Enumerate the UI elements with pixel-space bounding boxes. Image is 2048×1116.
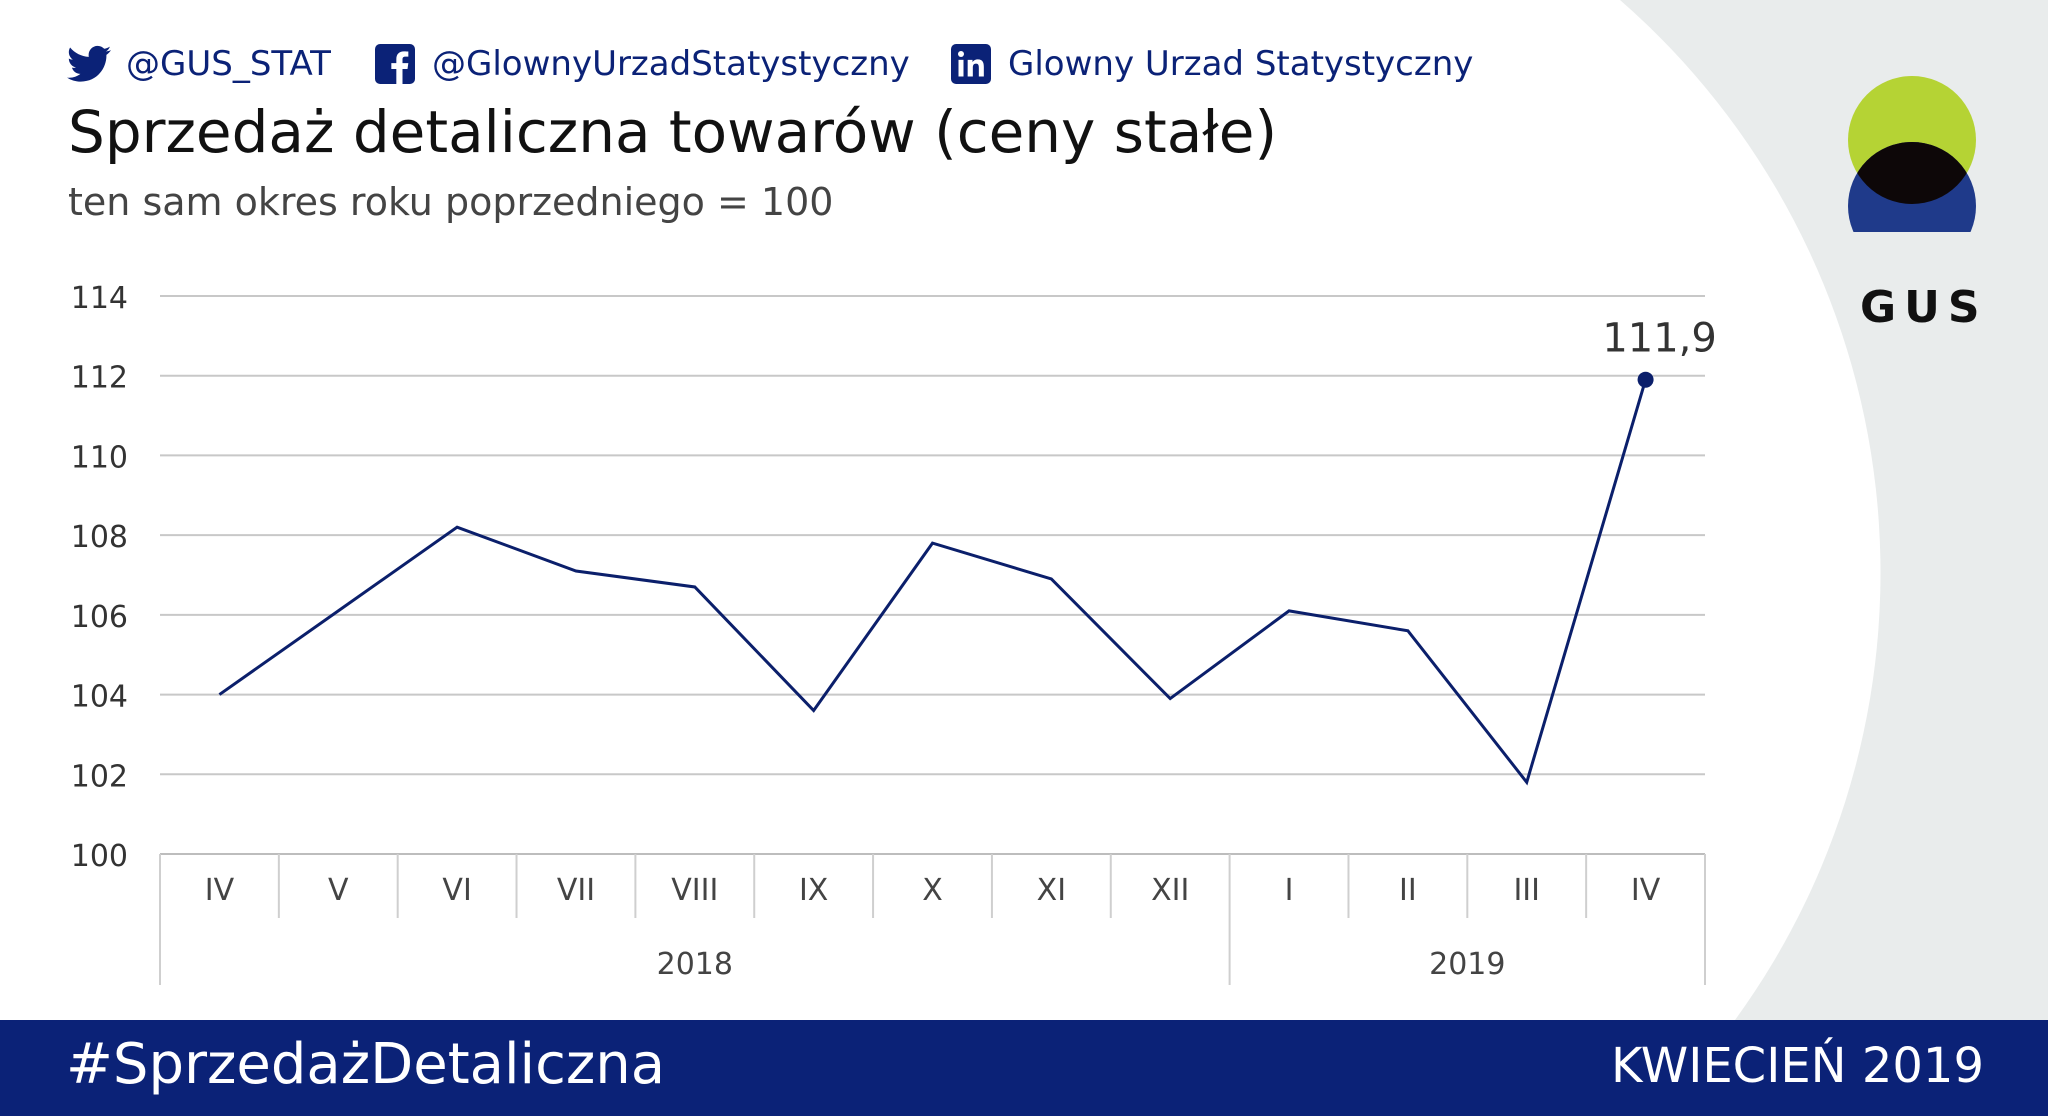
y-tick-label: 108 [71,520,128,555]
gus-logo [1848,76,1976,232]
data-point [216,692,222,698]
data-point [811,708,817,714]
twitter-handle[interactable]: @GUS_STAT [66,38,331,90]
data-point [692,584,698,590]
y-tick-label: 112 [71,361,128,396]
y-tick-label: 114 [71,281,128,316]
logo-overlap [1848,142,1976,204]
data-point [454,524,460,530]
highlight-point [1637,371,1654,388]
data-label: 111,9 [1602,316,1717,362]
gus-logo-text: GUS [1860,282,1988,333]
x-tick-label: VII [557,873,595,908]
data-point [573,568,579,574]
data-point [1405,628,1411,634]
data-point [1048,576,1054,582]
data-point [335,608,341,614]
group-label: 2018 [657,947,733,982]
linkedin-icon [948,41,994,87]
x-tick-label: XII [1151,873,1189,908]
twitter-handle-label: @GUS_STAT [126,44,331,84]
series-line [218,379,1648,786]
linkedin-handle[interactable]: Glowny Urzad Statystyczny [948,38,1473,90]
group-label: 2019 [1429,947,1505,982]
x-tick-label: X [922,873,943,908]
facebook-handle[interactable]: @GlownyUrzadStatystyczny [372,38,910,90]
x-tick-label: II [1399,873,1417,908]
x-tick-label: IV [1631,873,1661,908]
x-tick-label: VI [442,873,471,908]
data-point [930,540,936,546]
y-tick-label: 106 [71,600,128,635]
x-tick-label: XI [1037,873,1066,908]
data-point [1167,696,1173,702]
chart-subtitle: ten sam okres roku poprzedniego = 100 [68,180,834,224]
footer-bar: #SprzedażDetaliczna KWIECIEŃ 2019 [0,1020,2048,1116]
x-tick-label: IX [799,873,828,908]
x-tick-label: V [328,873,349,908]
y-tick-label: 100 [71,839,128,874]
facebook-icon [372,41,418,87]
hashtag-label[interactable]: #SprzedażDetaliczna [66,1032,666,1097]
twitter-bird-icon [66,41,112,87]
linkedin-handle-label: Glowny Urzad Statystyczny [1008,44,1474,84]
y-tick-label: 104 [71,680,128,715]
x-tick-label: VIII [671,873,718,908]
x-tick-label: III [1513,873,1540,908]
y-tick-label: 102 [71,759,128,794]
period-label: KWIECIEŃ 2019 [1610,1038,1984,1094]
chart-title: Sprzedaż detaliczna towarów (ceny stałe) [68,98,1278,166]
x-tick-label: IV [205,873,235,908]
data-point [1286,608,1292,614]
x-tick-label: I [1285,873,1294,908]
data-point [1524,779,1530,785]
y-tick-label: 110 [71,440,128,475]
facebook-handle-label: @GlownyUrzadStatystyczny [432,44,910,84]
